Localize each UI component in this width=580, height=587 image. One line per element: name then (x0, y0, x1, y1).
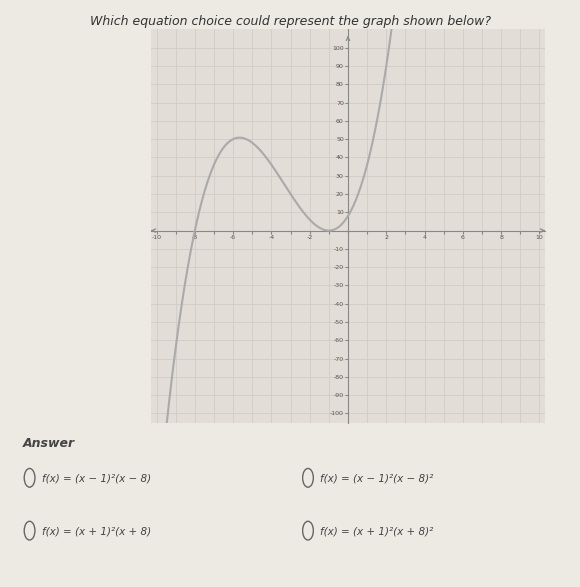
Text: Which equation choice could represent the graph shown below?: Which equation choice could represent th… (89, 15, 491, 28)
Text: f(x) = (x + 1)²(x + 8): f(x) = (x + 1)²(x + 8) (42, 526, 151, 537)
Text: f(x) = (x − 1)²(x − 8): f(x) = (x − 1)²(x − 8) (42, 473, 151, 484)
Text: f(x) = (x + 1)²(x + 8)²: f(x) = (x + 1)²(x + 8)² (320, 526, 433, 537)
Text: Answer: Answer (23, 437, 75, 450)
Text: f(x) = (x − 1)²(x − 8)²: f(x) = (x − 1)²(x − 8)² (320, 473, 433, 484)
